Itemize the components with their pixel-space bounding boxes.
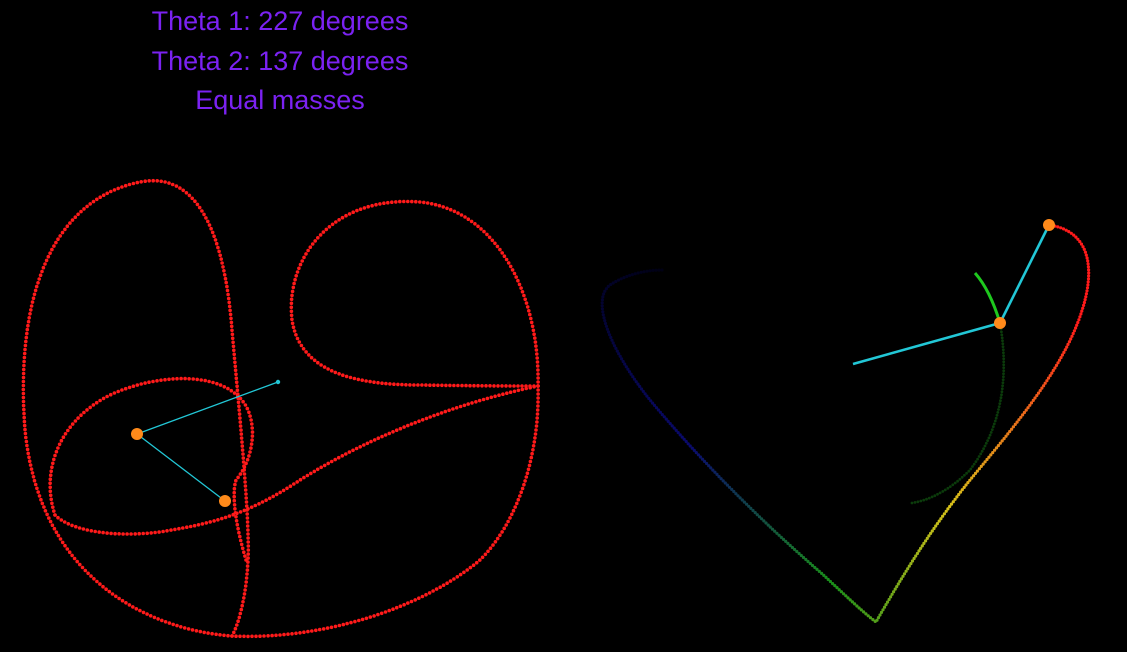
right-rod-lower (998, 224, 1051, 324)
right-rod-upper (852, 321, 1001, 366)
right-pendulum-trail (600, 223, 1091, 624)
left-rod-lower (136, 433, 226, 502)
left-bob-2 (219, 495, 231, 507)
left-pendulum (131, 379, 281, 507)
left-rod-upper (136, 381, 279, 435)
left-pendulum-trail (21, 178, 540, 639)
left-pivot (275, 379, 281, 385)
right-bob-1 (994, 317, 1006, 329)
right-bob-2 (1043, 219, 1055, 231)
mass-note-label: Equal masses (195, 85, 365, 115)
right-pendulum (852, 219, 1055, 366)
theta2-label: Theta 2: 137 degrees (151, 46, 409, 76)
right-bob-1-trail (973, 272, 1002, 324)
theta1-label: Theta 1: 227 degrees (151, 6, 409, 36)
left-bob-1 (131, 428, 143, 440)
